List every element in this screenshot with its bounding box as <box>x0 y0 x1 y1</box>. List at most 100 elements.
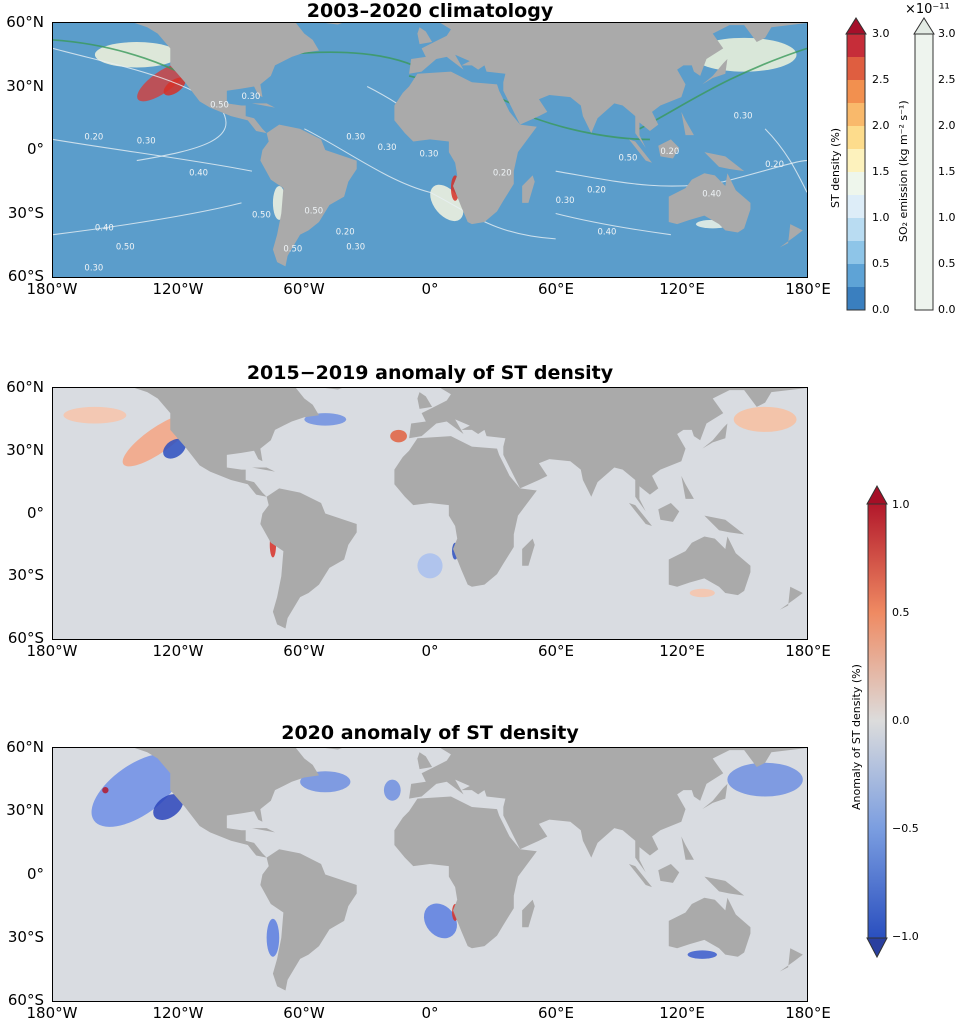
colorbar-tick-label: −1.0 <box>892 930 919 943</box>
density-patch <box>266 918 280 957</box>
colorbar-tick-label: 2.0 <box>938 119 956 132</box>
land-japan <box>702 423 728 449</box>
land-eurasia <box>409 388 807 512</box>
contour-line <box>555 212 671 236</box>
contour-label: 0.50 <box>210 100 229 110</box>
land-madagascar <box>522 899 535 928</box>
land-borneo <box>658 503 680 522</box>
lon-tick-label: 120°W <box>152 642 204 660</box>
colorbar-bin <box>847 149 865 172</box>
land-sumatra <box>628 863 653 888</box>
density-patch <box>137 63 187 102</box>
lon-tick-label: 0° <box>421 280 439 298</box>
colorbar-tick-label: 0.0 <box>938 303 956 316</box>
colorbar-tick-label: 1.0 <box>938 211 956 224</box>
colorbar-bin <box>847 218 865 241</box>
contour-label: 0.20 <box>84 131 103 141</box>
density-patch <box>91 753 183 827</box>
colorbar-tick-label: 2.5 <box>938 73 956 86</box>
contour-label: 0.30 <box>346 131 365 141</box>
contour-label: 0.30 <box>556 195 575 205</box>
map-climatology: 0.40 0.50 0.30 0.30 0.50 0.20 0.30 0.40 0.50 0.50… <box>52 22 808 278</box>
colorbar-label: Anomaly of ST density (%) <box>850 664 863 810</box>
contour-label: 0.20 <box>493 167 512 177</box>
colorbar-tick-label: 0.0 <box>892 714 910 727</box>
contour-label: 0.30 <box>378 142 397 152</box>
land-sumatra <box>628 139 653 163</box>
panel-title: 2015−2019 anomaly of ST density <box>246 362 614 384</box>
density-patch <box>423 903 457 939</box>
contour-label: 0.40 <box>702 189 721 199</box>
lon-tick-label: 120°E <box>659 280 705 298</box>
density-patch <box>63 406 127 424</box>
colorbar-bin <box>847 57 865 80</box>
lat-tick-label: 60°N <box>6 378 44 396</box>
lon-tick-label: 180°W <box>26 1004 78 1022</box>
land-north-america <box>134 23 319 134</box>
contour-line <box>304 128 556 240</box>
colorbar-extend-arrow <box>845 17 867 35</box>
contour-line <box>53 138 253 172</box>
contour-label: 0.40 <box>598 227 617 237</box>
land-africa <box>394 71 537 225</box>
lon-tick-label: 120°W <box>152 1004 204 1022</box>
lon-tick-label: 60°W <box>283 642 325 660</box>
land-japan <box>702 783 728 810</box>
contour-label: 0.20 <box>660 146 679 156</box>
lon-tick-label: 180°W <box>26 280 78 298</box>
land-philippines <box>681 111 694 136</box>
lon-tick-label: 60°E <box>537 642 575 660</box>
lat-tick-label: 30°N <box>6 440 44 459</box>
colorbar-bin <box>847 195 865 218</box>
lon-tick-label: 60°W <box>283 1004 325 1022</box>
land-britain <box>417 27 433 45</box>
map-anomaly-2015-2019 <box>52 387 808 640</box>
colorbar-tick-label: 0.0 <box>872 303 890 316</box>
panel-title: 2003–2020 climatology <box>306 0 554 22</box>
land-philippines <box>681 475 694 499</box>
colorbar-frame <box>846 33 866 311</box>
density-patch <box>390 429 407 443</box>
land-australia <box>668 897 751 957</box>
colorbar-bin <box>847 103 865 126</box>
lon-tick-label: 120°E <box>659 1004 705 1022</box>
land-eurasia <box>409 23 807 148</box>
land-borneo <box>658 139 680 159</box>
lat-tick-label: 60°N <box>6 13 44 31</box>
colorbar-bin <box>847 34 865 57</box>
lat-tick-label: 30°S <box>7 566 44 585</box>
lon-tick-label: 180°W <box>26 642 78 660</box>
contour-label: 0.30 <box>734 110 753 120</box>
lat-tick-label: 30°S <box>7 203 44 222</box>
contour-label: 0.40 <box>189 167 208 177</box>
land-africa <box>394 436 537 587</box>
lon-tick-label: 180°E <box>785 280 831 298</box>
lat-tick-label: 60°N <box>6 738 44 756</box>
land-australia <box>668 173 751 233</box>
colorbar-tick-label: 2.5 <box>872 73 890 86</box>
land-south-america <box>260 488 357 629</box>
colorbar-bin <box>847 241 865 264</box>
lon-tick-label: 60°E <box>537 280 575 298</box>
colorbar-tick-label: 1.0 <box>892 498 910 511</box>
density-patch <box>727 762 803 797</box>
density-patch <box>163 77 186 96</box>
land-south-america <box>260 124 357 267</box>
colorbar-label: SO₂ emission (kg m⁻² s⁻¹) <box>897 100 910 242</box>
map-layer <box>53 23 807 267</box>
lat-tick-label: 0° <box>26 140 44 158</box>
land-new-guinea <box>704 876 745 896</box>
land-greenland <box>325 388 343 390</box>
lon-tick-label: 0° <box>421 642 439 660</box>
land-new-guinea <box>704 152 745 172</box>
density-patch <box>300 771 351 793</box>
land-north-america <box>134 748 319 858</box>
contour-label: 0.20 <box>336 227 355 237</box>
density-patch <box>383 779 401 801</box>
contour-label: 0.30 <box>346 241 365 251</box>
lon-tick-label: 120°W <box>152 280 204 298</box>
colorbar-tick-label: 0.5 <box>938 257 956 270</box>
colorbar-exponent: ×10⁻¹¹ <box>905 2 950 17</box>
contour-label: 0.50 <box>116 241 135 251</box>
contour-label: 0.50 <box>619 153 638 163</box>
